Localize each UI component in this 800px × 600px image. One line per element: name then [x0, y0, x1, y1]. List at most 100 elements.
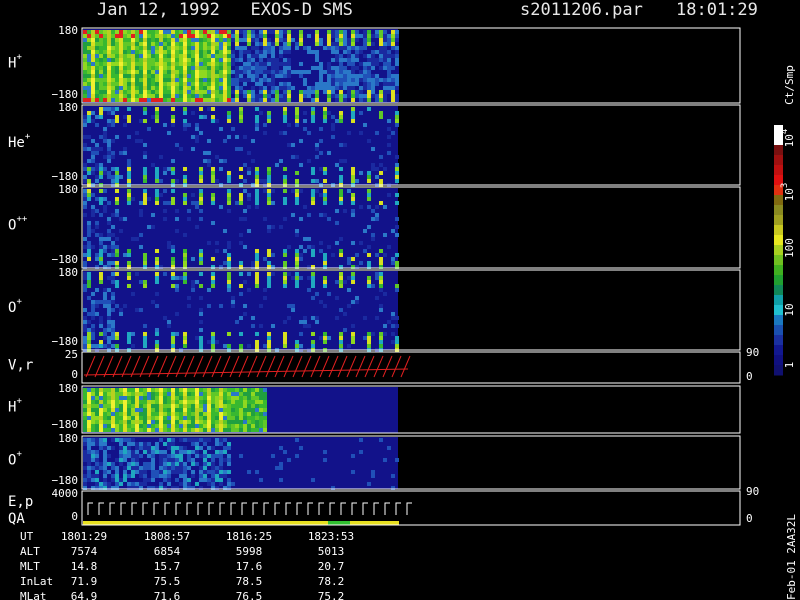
cell: [267, 284, 271, 288]
cell: [103, 328, 107, 332]
cell: [235, 404, 239, 408]
cell: [155, 167, 159, 171]
cell: [379, 336, 383, 340]
cell: [203, 438, 207, 442]
cell: [183, 253, 187, 257]
cell: [275, 46, 279, 50]
cell: [183, 42, 187, 46]
cell: [263, 54, 267, 58]
cell: [183, 482, 187, 486]
cell: [311, 478, 315, 482]
cell: [91, 316, 95, 320]
cell: [95, 396, 99, 400]
cell: [147, 404, 151, 408]
cell: [307, 288, 311, 292]
cell: [239, 167, 243, 171]
cell: [171, 424, 175, 428]
cell: [263, 30, 267, 34]
cell: [211, 470, 215, 474]
cell: [351, 94, 355, 98]
cell: [103, 454, 107, 458]
cell: [379, 70, 383, 74]
cell: [395, 179, 399, 183]
cell: [175, 143, 179, 147]
cell: [159, 416, 163, 420]
cell: [211, 62, 215, 66]
cell: [107, 424, 111, 428]
cell: [95, 82, 99, 86]
cell: [243, 42, 247, 46]
cell: [147, 30, 151, 34]
cell: [199, 261, 203, 265]
cell: [155, 189, 159, 193]
cell: [263, 257, 267, 261]
cell: [339, 175, 343, 179]
axis-top-label: 180: [58, 101, 78, 114]
cell: [175, 90, 179, 94]
cell: [255, 408, 259, 412]
cell: [83, 400, 87, 404]
cell: [343, 62, 347, 66]
footer-value: 71.9: [71, 575, 98, 588]
cell: [191, 462, 195, 466]
cell: [199, 478, 203, 482]
cell: [83, 272, 87, 276]
cell: [175, 229, 179, 233]
panel-label-text: He: [8, 135, 25, 151]
cell: [335, 209, 339, 213]
cell: [163, 171, 167, 175]
colorbar-swatch: [774, 145, 783, 156]
cell: [267, 201, 271, 205]
cell: [211, 54, 215, 58]
cell: [359, 131, 363, 135]
cell: [339, 115, 343, 119]
cell: [231, 66, 235, 70]
cell: [107, 304, 111, 308]
cell: [159, 66, 163, 70]
colorbar-swatch: [774, 245, 783, 256]
cell: [263, 288, 267, 292]
cell: [239, 396, 243, 400]
cell: [111, 179, 115, 183]
cell: [139, 86, 143, 90]
cell: [355, 296, 359, 300]
cell: [95, 98, 99, 102]
cell: [395, 78, 399, 82]
panel-label: O+: [8, 297, 22, 317]
cell: [139, 404, 143, 408]
cell: [115, 261, 119, 265]
cell: [259, 34, 263, 38]
cell: [123, 438, 127, 442]
cell: [231, 428, 235, 432]
cell: [127, 82, 131, 86]
panel-frame: [81, 351, 741, 384]
cell: [387, 38, 391, 42]
cell: [143, 412, 147, 416]
cell: [143, 478, 147, 482]
cell: [319, 249, 323, 253]
cell: [371, 42, 375, 46]
cell: [127, 175, 131, 179]
cell: [351, 340, 355, 344]
cell: [219, 450, 223, 454]
cell: [363, 54, 367, 58]
cell: [343, 159, 347, 163]
cell: [379, 34, 383, 38]
cell: [111, 478, 115, 482]
cell: [235, 34, 239, 38]
cell: [115, 197, 119, 201]
cell: [299, 253, 303, 257]
cell: [255, 175, 259, 179]
cell: [227, 66, 231, 70]
cell: [347, 82, 351, 86]
cell: [171, 245, 175, 249]
cell: [323, 340, 327, 344]
colorbar-swatch: [774, 305, 783, 316]
cell: [203, 54, 207, 58]
cell: [327, 245, 331, 249]
cell: [375, 217, 379, 221]
cell: [151, 408, 155, 412]
cell: [335, 66, 339, 70]
cell: [143, 462, 147, 466]
cell: [91, 442, 95, 446]
